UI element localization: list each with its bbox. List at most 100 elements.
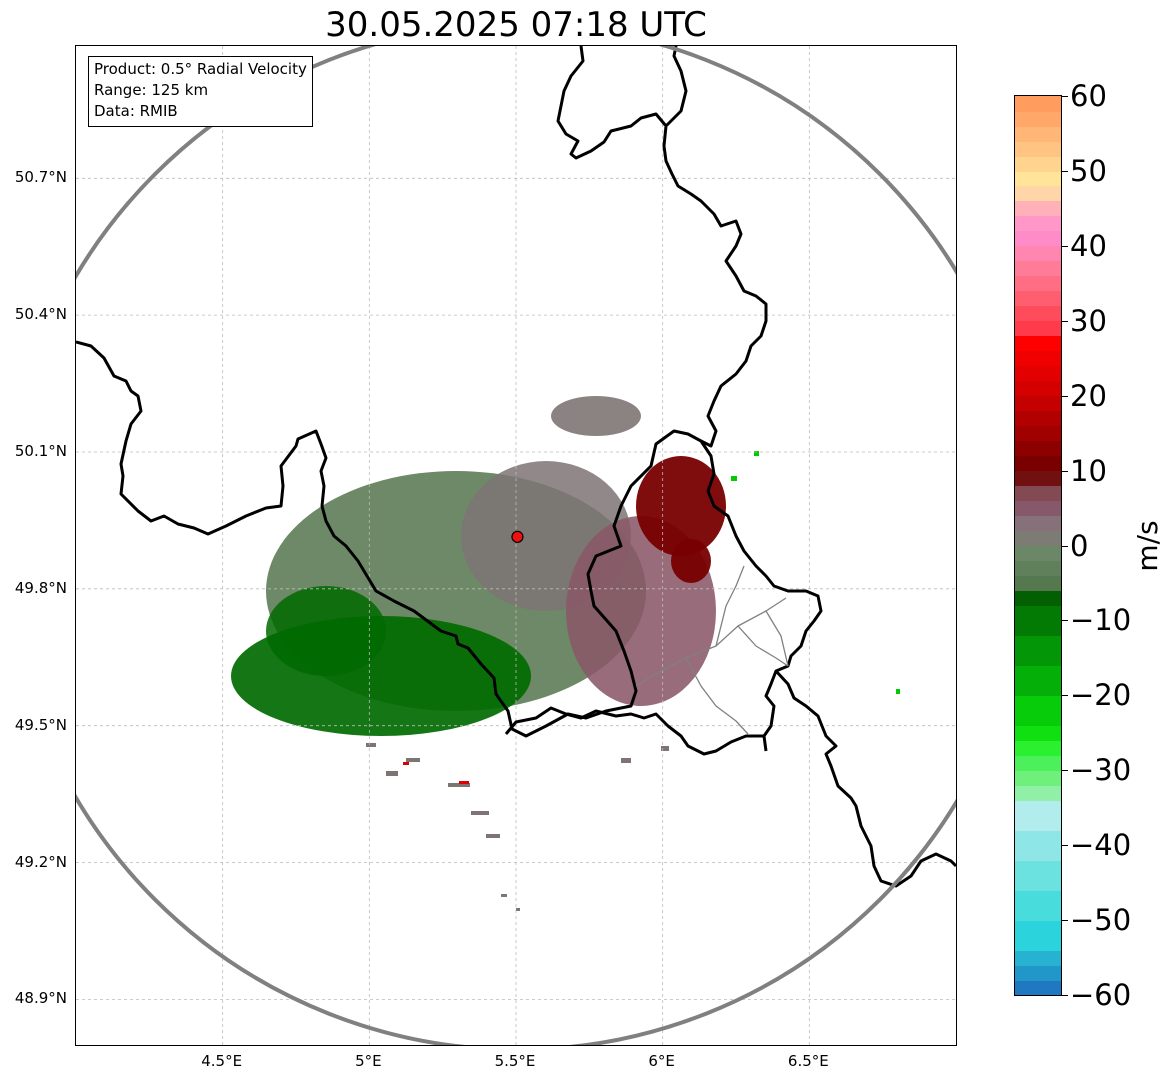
colorbar-segment [1015, 455, 1061, 472]
echo-scatter-red [403, 762, 469, 784]
product-label: Product: 0.5° Radial Velocity [94, 60, 307, 78]
colorbar-segment [1015, 740, 1061, 756]
lon-tick-label: 5°E [355, 1052, 382, 1070]
colorbar-segment [1015, 920, 1061, 951]
echo-approaching-core [266, 586, 386, 676]
colorbar-segment [1015, 275, 1061, 292]
colorbar-segment [1015, 980, 1061, 995]
colorbar-segment [1015, 545, 1061, 562]
lat-tick-label: 50.7°N [14, 168, 67, 187]
echo-receding-core [636, 456, 726, 556]
colorbar-segment [1015, 410, 1061, 427]
colorbar-tick [1062, 695, 1068, 697]
colorbar-segment [1015, 560, 1061, 577]
colorbar-tick-label: −50 [1070, 903, 1132, 938]
radar-echo-layer [231, 396, 900, 911]
colorbar-segment [1015, 695, 1061, 726]
colorbar-tick-label: −60 [1070, 978, 1132, 1012]
echo-near-zero [551, 396, 641, 436]
colorbar-tick [1062, 620, 1068, 622]
graticule [76, 46, 956, 1045]
lat-tick-label: 50.4°N [14, 305, 67, 324]
admin-boundaries [635, 565, 789, 735]
colorbar-tick-label: 30 [1070, 303, 1107, 338]
colorbar-tick-label: 10 [1070, 453, 1107, 488]
range-label: Range: 125 km [94, 81, 209, 99]
colorbar-segment [1015, 320, 1061, 337]
colorbar-segment [1015, 335, 1061, 352]
colorbar-tick-label: 40 [1070, 228, 1107, 263]
colorbar-segment [1015, 605, 1061, 636]
lat-tick-label: 49.5°N [14, 715, 67, 734]
colorbar-segment [1015, 530, 1061, 547]
colorbar-tick [1062, 96, 1068, 97]
colorbar-segment [1015, 950, 1061, 966]
colorbar-tick-label: 60 [1070, 79, 1107, 113]
colorbar-tick [1062, 320, 1068, 322]
colorbar-segment [1015, 110, 1061, 127]
colorbar-segment [1015, 485, 1061, 502]
colorbar-tick-label: −30 [1070, 753, 1132, 788]
colorbar-segment [1015, 800, 1061, 831]
lon-tick-label: 6°E [648, 1052, 675, 1070]
colorbar-tick-label: −20 [1070, 678, 1132, 713]
colorbar-segment [1015, 170, 1061, 187]
colorbar-segment [1015, 230, 1061, 247]
data-source-label: Data: RMIB [94, 102, 178, 120]
colorbar-tick [1062, 470, 1068, 472]
colorbar-tick [1062, 170, 1068, 172]
colorbar-segment [1015, 440, 1061, 457]
colorbar-segment [1015, 305, 1061, 322]
colorbar-segment [1015, 125, 1061, 142]
lat-tick-label: 50.1°N [14, 441, 67, 460]
colorbar-tick [1062, 770, 1068, 772]
country-border-west [76, 340, 823, 752]
lat-tick-label: 48.9°N [14, 989, 67, 1008]
colorbar-segment [1015, 96, 1061, 112]
colorbar-segment [1015, 725, 1061, 741]
colorbar-segment [1015, 665, 1061, 696]
colorbar-segment [1015, 290, 1061, 307]
colorbar-segment [1015, 830, 1061, 861]
colorbar-tick [1062, 845, 1068, 847]
colorbar-segment [1015, 365, 1061, 382]
country-border-east [556, 46, 956, 888]
colorbar-tick-label: 50 [1070, 153, 1107, 188]
colorbar-tick [1062, 545, 1068, 547]
country-border-south [504, 706, 764, 756]
colorbar-segment [1015, 515, 1061, 532]
colorbar-unit-label: m/s [1131, 520, 1164, 572]
radar-site-marker[interactable] [511, 530, 524, 543]
colorbar-segment [1015, 965, 1061, 981]
echo-scatter-green [731, 451, 900, 694]
colorbar-segment [1015, 590, 1061, 607]
lat-tick-label: 49.2°N [14, 852, 67, 871]
radar-map-canvas[interactable] [76, 46, 956, 1045]
colorbar-segment [1015, 500, 1061, 517]
colorbar-segment [1015, 785, 1061, 801]
colorbar-segment [1015, 245, 1061, 262]
colorbar-segment [1015, 395, 1061, 412]
colorbar-segment [1015, 635, 1061, 666]
colorbar-segment [1015, 185, 1061, 202]
velocity-colorbar [1014, 95, 1062, 996]
colorbar-segment [1015, 890, 1061, 921]
radar-map-panel[interactable] [75, 45, 957, 1046]
colorbar-tick-label: 0 [1070, 528, 1089, 563]
echo-receding-core [671, 539, 711, 583]
colorbar-segment [1015, 425, 1061, 442]
colorbar-tick [1062, 995, 1068, 996]
colorbar-tick [1062, 920, 1068, 922]
colorbar-tick-label: 20 [1070, 378, 1107, 413]
echo-scatter-south [366, 743, 669, 911]
colorbar-segment [1015, 215, 1061, 232]
product-info-box: Product: 0.5° Radial Velocity Range: 125… [88, 56, 313, 127]
lat-tick-label: 49.8°N [14, 578, 67, 597]
lon-tick-label: 5.5°E [494, 1052, 536, 1070]
colorbar-tick-label: −40 [1070, 828, 1132, 863]
colorbar-tick-label: −10 [1070, 603, 1132, 638]
colorbar-segment [1015, 860, 1061, 891]
colorbar-tick [1062, 245, 1068, 247]
colorbar-segment [1015, 755, 1061, 771]
colorbar-segment [1015, 200, 1061, 217]
